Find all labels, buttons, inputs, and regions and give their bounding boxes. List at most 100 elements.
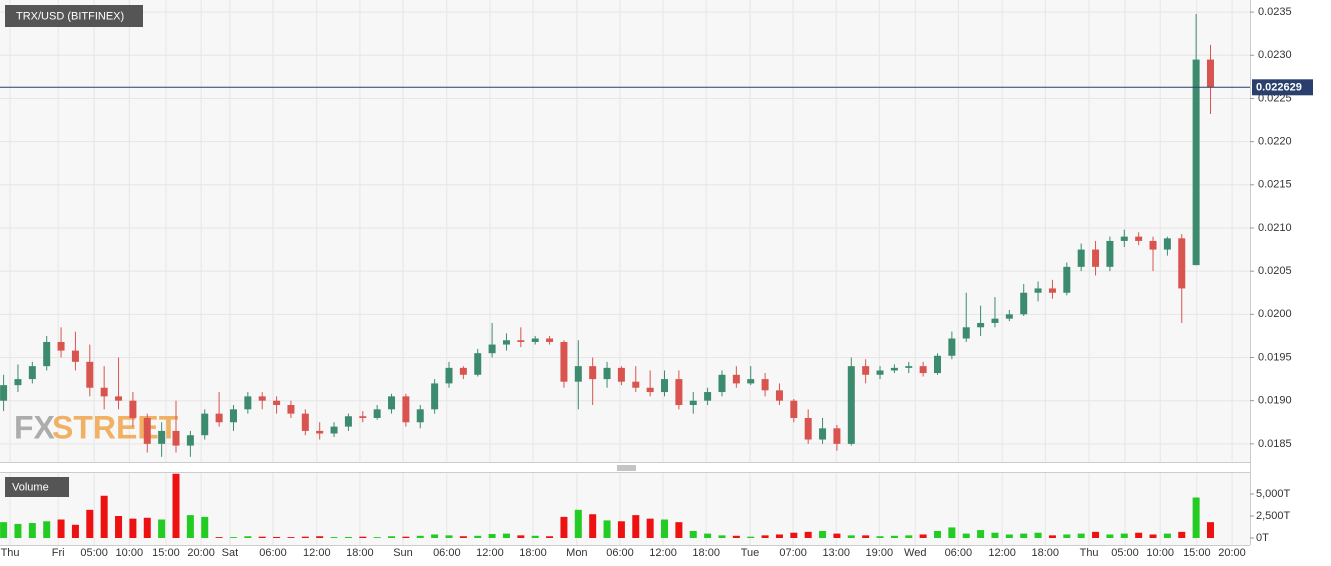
volume-bar bbox=[431, 534, 439, 538]
volume-bar bbox=[229, 537, 237, 538]
volume-bar bbox=[301, 536, 309, 538]
x-tick-label: Thu bbox=[1, 547, 20, 559]
x-tick-label: 05:00 bbox=[80, 547, 108, 559]
x-tick-label: 18:00 bbox=[1031, 547, 1059, 559]
x-tick-label: 18:00 bbox=[346, 547, 374, 559]
volume-bar bbox=[833, 533, 841, 538]
candle-body bbox=[1034, 288, 1042, 293]
candle-body bbox=[1077, 249, 1085, 267]
candle-body bbox=[977, 322, 985, 328]
candle-body bbox=[301, 413, 309, 431]
x-tick-label: 13:00 bbox=[822, 547, 850, 559]
candle-body bbox=[804, 417, 812, 440]
y-tick-label: 0.0205 bbox=[1258, 265, 1292, 277]
volume-bar bbox=[775, 534, 783, 538]
x-tick-label: 12:00 bbox=[649, 547, 677, 559]
candle-body bbox=[847, 366, 855, 444]
candle-body bbox=[934, 355, 941, 374]
resize-handle[interactable] bbox=[617, 465, 636, 471]
candle-body bbox=[172, 430, 180, 446]
volume-bar bbox=[1034, 532, 1042, 538]
y-tick-label: 0.0225 bbox=[1258, 92, 1292, 104]
candle-body bbox=[1135, 236, 1143, 241]
volume-bar bbox=[747, 536, 755, 538]
volume-bar bbox=[632, 515, 640, 538]
candle-body bbox=[718, 374, 726, 393]
candle-body bbox=[488, 344, 496, 354]
x-tick-label: Fri bbox=[52, 547, 65, 559]
volume-bar bbox=[1092, 531, 1100, 538]
volume-bar bbox=[991, 532, 999, 538]
candle-body bbox=[948, 338, 956, 356]
volume-bar bbox=[1192, 497, 1200, 538]
x-tick-label: 10:00 bbox=[1146, 547, 1174, 559]
candle-body bbox=[905, 366, 913, 368]
candle-body bbox=[1020, 292, 1028, 315]
candle-body bbox=[862, 366, 870, 375]
candle-body bbox=[632, 381, 640, 388]
volume-bar bbox=[560, 516, 568, 538]
candle-body bbox=[1192, 59, 1200, 266]
x-tick-label: 06:00 bbox=[945, 547, 973, 559]
volume-bar bbox=[402, 536, 410, 538]
candle-body bbox=[747, 379, 755, 384]
candle-body bbox=[129, 400, 137, 418]
x-tick-label: 12:00 bbox=[303, 547, 331, 559]
grid bbox=[0, 0, 1250, 545]
candle-body bbox=[732, 374, 740, 384]
volume-bar bbox=[675, 522, 683, 538]
candle-body bbox=[1048, 288, 1056, 293]
y-tick-label: 0.0235 bbox=[1258, 6, 1292, 18]
volume-bar bbox=[0, 522, 8, 538]
volume-bar bbox=[388, 536, 396, 538]
y-tick-label: 0.0190 bbox=[1258, 395, 1292, 407]
candle-body bbox=[890, 367, 898, 371]
candle-body bbox=[416, 409, 424, 423]
candle-body bbox=[560, 341, 568, 382]
volume-bar bbox=[546, 536, 554, 538]
volume-tick-label: 0T bbox=[1256, 532, 1269, 544]
volume-bar bbox=[71, 524, 79, 538]
volume-bar bbox=[1163, 533, 1171, 538]
candle-body bbox=[919, 366, 927, 374]
x-tick-label: Tue bbox=[741, 547, 760, 559]
volume-bar bbox=[876, 536, 884, 538]
volume-bar bbox=[215, 537, 223, 538]
volume-title: Volume bbox=[12, 481, 49, 493]
watermark-street: STREET bbox=[52, 409, 179, 445]
volume-bar bbox=[28, 523, 36, 538]
candle-body bbox=[1149, 240, 1157, 250]
candle-body bbox=[474, 353, 482, 375]
candle-body bbox=[1106, 240, 1114, 267]
volume-bar bbox=[517, 535, 525, 538]
x-tick-label: Thu bbox=[1080, 547, 1099, 559]
candle-body bbox=[229, 409, 237, 423]
x-tick-label: Sat bbox=[222, 547, 239, 559]
volume-bar bbox=[732, 535, 740, 538]
candle-body bbox=[215, 413, 223, 423]
volume-bar bbox=[1206, 522, 1214, 538]
volume-bar bbox=[819, 530, 827, 538]
candle-body bbox=[661, 379, 669, 393]
x-tick-label: 10:00 bbox=[116, 547, 144, 559]
volume-bar bbox=[474, 535, 482, 538]
candle-body bbox=[502, 340, 510, 345]
x-tick-label: 20:00 bbox=[1218, 547, 1246, 559]
volume-bar bbox=[273, 536, 281, 538]
y-tick-label: 0.0200 bbox=[1258, 308, 1292, 320]
candle-body bbox=[589, 366, 597, 380]
volume-bar bbox=[790, 532, 798, 538]
volume-bar bbox=[977, 530, 985, 538]
candle-body bbox=[962, 327, 970, 339]
volume-panel bbox=[0, 472, 1250, 545]
candle-body bbox=[546, 338, 554, 342]
volume-bar bbox=[373, 537, 381, 538]
candle-body bbox=[819, 428, 827, 440]
volume-bar bbox=[1149, 534, 1157, 538]
volume-bar bbox=[43, 521, 51, 538]
marks bbox=[0, 13, 1214, 538]
volume-bar bbox=[502, 533, 510, 538]
candle-body bbox=[775, 390, 783, 401]
candle-body bbox=[402, 396, 410, 423]
